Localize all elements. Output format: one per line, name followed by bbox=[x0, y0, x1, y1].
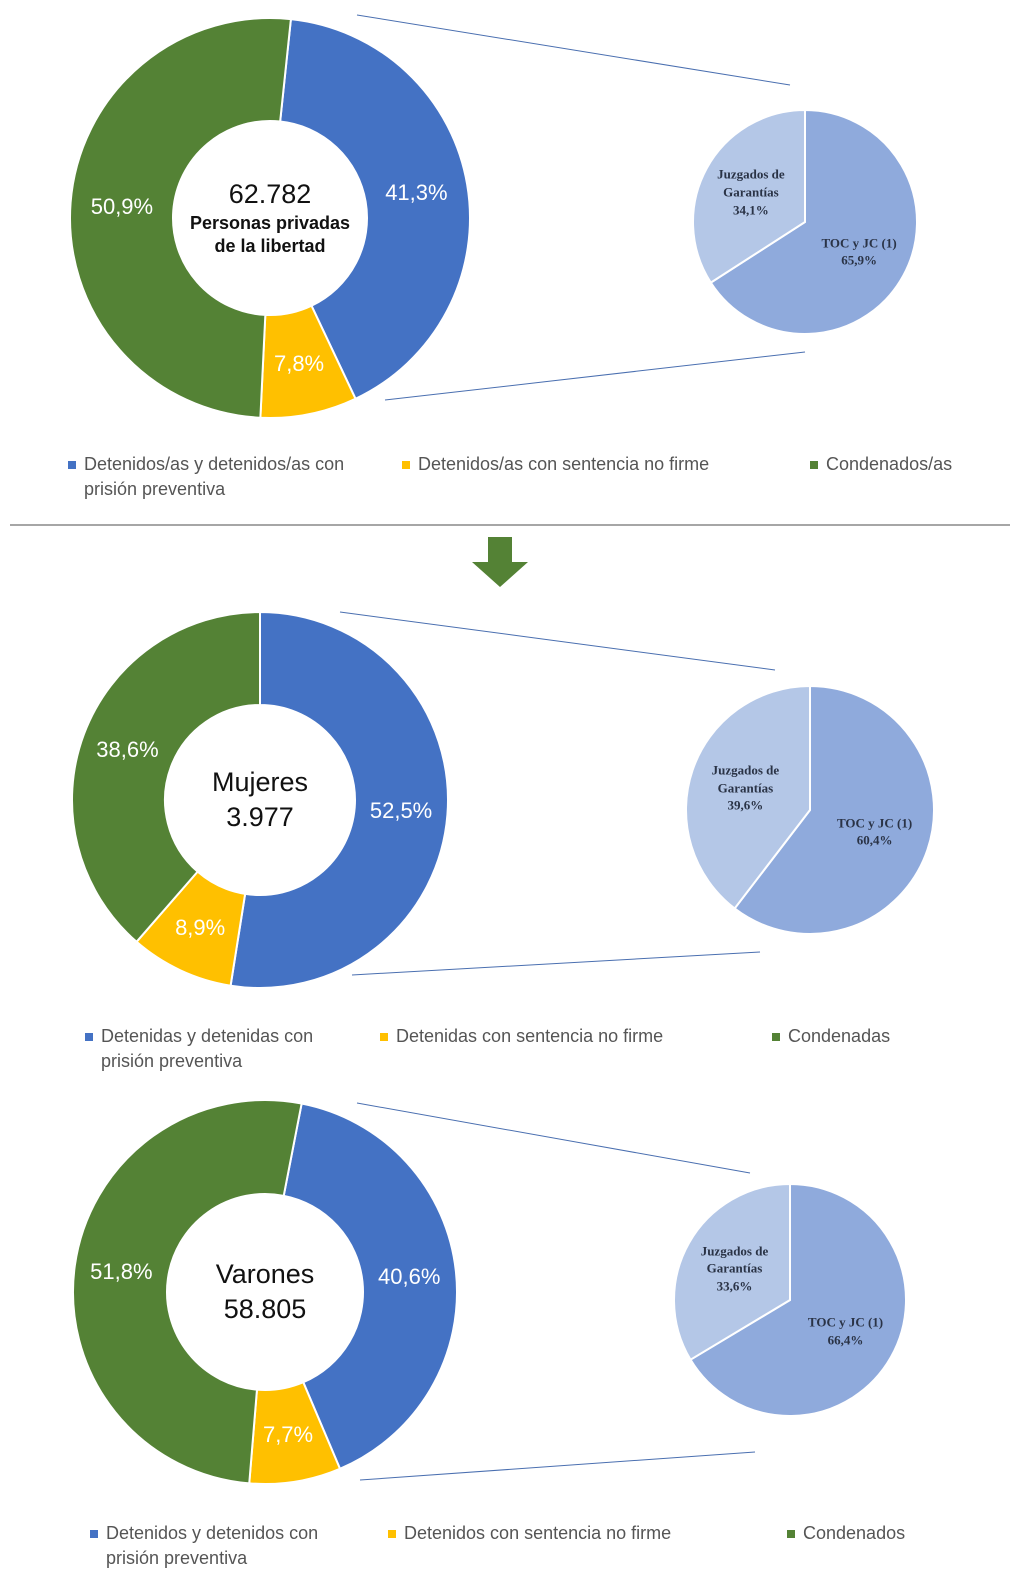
legend-item: Condenados bbox=[787, 1521, 905, 1546]
value-label: 41,3% bbox=[385, 180, 448, 206]
donut-segment bbox=[229, 610, 449, 989]
legend-swatch bbox=[85, 1033, 93, 1041]
connector bbox=[351, 951, 761, 976]
legend-swatch bbox=[810, 461, 818, 469]
pie-slice bbox=[709, 108, 918, 335]
pie-category: Juzgados de Garantías bbox=[717, 167, 785, 200]
pie-label: Juzgados de Garantías 33,6% bbox=[684, 1242, 784, 1295]
legend-item: Detenidas con sentencia no firme bbox=[380, 1024, 663, 1049]
legend-swatch bbox=[90, 1530, 98, 1538]
legend-item: Condenados/as bbox=[810, 452, 952, 477]
pie-value: 39,6% bbox=[727, 797, 764, 813]
pie-value: 60,4% bbox=[856, 832, 893, 848]
pie-slice bbox=[733, 684, 935, 935]
legend-swatch bbox=[68, 461, 76, 469]
pie-slice bbox=[685, 684, 811, 910]
value-label: 7,7% bbox=[262, 1422, 314, 1448]
pie-category: Juzgados de Garantías bbox=[711, 762, 780, 796]
connector bbox=[356, 14, 791, 86]
pie-label: TOC y JC (1) 66,4% bbox=[796, 1314, 896, 1349]
total: 3.977 bbox=[226, 802, 294, 832]
pie-value: 66,4% bbox=[827, 1332, 864, 1348]
center-text: 62.782 Personas privadas de la libertad bbox=[180, 177, 360, 259]
center-title: Varones bbox=[215, 1258, 315, 1289]
pie-label: Juzgados de Garantías 34,1% bbox=[701, 166, 801, 219]
pie-category: TOC y JC (1) bbox=[807, 1314, 884, 1330]
legend-label: Condenados/as bbox=[826, 454, 953, 474]
value-label: 7,8% bbox=[273, 350, 325, 376]
pie-category: TOC y JC (1) bbox=[821, 234, 897, 250]
pie-value: 34,1% bbox=[733, 202, 769, 218]
center-title: Mujeres bbox=[211, 766, 309, 797]
donut-segment bbox=[71, 1099, 303, 1485]
pie-label: Juzgados de Garantías 39,6% bbox=[695, 762, 795, 815]
connector bbox=[359, 1451, 756, 1481]
legend-label: Detenidos/as con sentencia no firme bbox=[418, 454, 710, 474]
pie-label: TOC y JC (1) 60,4% bbox=[825, 814, 925, 849]
total: 62.782 bbox=[228, 179, 312, 210]
donut-segment bbox=[69, 17, 293, 419]
value-label: 52,5% bbox=[369, 798, 433, 824]
legend-swatch bbox=[388, 1530, 396, 1538]
value-label: 38,6% bbox=[96, 737, 159, 763]
value-label: 40,6% bbox=[378, 1263, 441, 1289]
legend-swatch bbox=[772, 1033, 780, 1041]
value-label: 51,8% bbox=[90, 1259, 153, 1285]
legend-label: Detenidas y detenidas con prisión preven… bbox=[101, 1026, 314, 1072]
legend-label: Detenidos y detenidos con prisión preven… bbox=[106, 1523, 319, 1569]
connector bbox=[384, 351, 806, 401]
pie-slice bbox=[689, 1182, 907, 1417]
legend-item: Detenidos/as con sentencia no firme bbox=[402, 452, 709, 477]
center-text: Varones 58.805 bbox=[175, 1257, 355, 1327]
pie-slice bbox=[673, 1182, 791, 1362]
center-title: Personas privadas de la libertad bbox=[189, 213, 351, 257]
legend-item: Detenidos y detenidos con prisión preven… bbox=[90, 1521, 336, 1571]
pie-category: Juzgados de Garantías bbox=[700, 1243, 769, 1276]
legend-swatch bbox=[402, 461, 410, 469]
connector bbox=[356, 1102, 751, 1174]
value-label: 50,9% bbox=[90, 193, 154, 219]
pie-value: 65,9% bbox=[841, 252, 877, 268]
legend-swatch bbox=[787, 1530, 795, 1538]
pie-slice bbox=[692, 108, 806, 284]
legend-label: Condenadas bbox=[788, 1026, 891, 1046]
donut-segment bbox=[279, 17, 471, 401]
connector bbox=[339, 611, 776, 671]
legend-label: Detenidos con sentencia no firme bbox=[404, 1523, 672, 1543]
pie-category: TOC y JC (1) bbox=[836, 815, 913, 831]
donut-segment bbox=[71, 610, 261, 944]
legend-item: Detenidas y detenidas con prisión preven… bbox=[85, 1024, 331, 1074]
pie-value: 33,6% bbox=[716, 1278, 753, 1294]
legend-item: Detenidos/as y detenidos/as con prisión … bbox=[68, 452, 364, 502]
legend-swatch bbox=[380, 1033, 388, 1041]
legend-label: Detenidas con sentencia no firme bbox=[396, 1026, 664, 1046]
arrow bbox=[472, 537, 528, 587]
center-text: Mujeres 3.977 bbox=[170, 765, 350, 835]
donut-segment bbox=[282, 1102, 458, 1471]
legend-item: Condenadas bbox=[772, 1024, 890, 1049]
legend-label: Detenidos/as y detenidos/as con prisión … bbox=[84, 454, 345, 500]
legend-label: Condenados bbox=[803, 1523, 906, 1543]
legend-item: Detenidos con sentencia no firme bbox=[388, 1521, 671, 1546]
pie-label: TOC y JC (1) 65,9% bbox=[809, 234, 909, 269]
total: 58.805 bbox=[223, 1294, 307, 1324]
value-label: 8,9% bbox=[175, 915, 226, 941]
